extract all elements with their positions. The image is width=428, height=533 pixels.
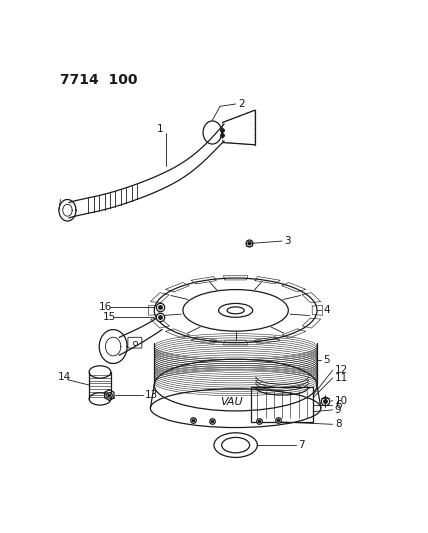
Text: 12: 12 [335,366,348,375]
Text: 7: 7 [298,440,305,450]
Text: 15: 15 [102,311,116,321]
Text: 2: 2 [238,99,244,109]
Text: 1: 1 [156,124,163,134]
Text: 11: 11 [335,373,348,383]
Text: 5: 5 [323,354,330,365]
Text: 16: 16 [98,302,112,311]
Text: 9: 9 [335,405,342,415]
Text: 4: 4 [323,305,330,316]
Text: 8: 8 [335,419,342,429]
Text: 14: 14 [57,373,71,382]
Text: 7714  100: 7714 100 [59,73,137,87]
Text: 6: 6 [335,400,342,410]
Text: 10: 10 [335,395,348,406]
Text: 3: 3 [285,236,291,246]
Text: VAU: VAU [220,397,243,407]
Text: 13: 13 [145,390,158,400]
